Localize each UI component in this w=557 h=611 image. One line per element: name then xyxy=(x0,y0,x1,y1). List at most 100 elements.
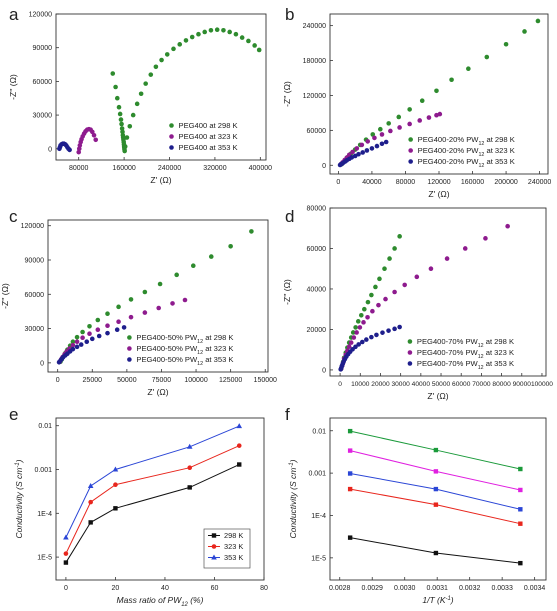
panel-c-series-2-point xyxy=(70,346,76,352)
panel-f-frame xyxy=(329,417,547,581)
panel-e-series-2-point xyxy=(112,466,119,472)
panel-b-series-2-point xyxy=(360,150,366,155)
panel-f-series-1-point xyxy=(347,448,353,453)
panel-c-series-1-point xyxy=(116,319,121,325)
panel-b-x-tick-label: 160000 xyxy=(461,179,484,186)
panel-f-series-2-point xyxy=(433,486,439,492)
panel-c-series-2-point xyxy=(84,339,90,345)
panel-a-series-0-point xyxy=(116,104,122,110)
panel-d-x-tick-label: 70000 xyxy=(472,381,491,388)
panel-d-x-tick-label: 40000 xyxy=(412,381,431,388)
panel-c-series-1-point xyxy=(142,310,148,315)
panel-c-x-tick-label: 75000 xyxy=(152,377,172,384)
panel-c-series-1-point xyxy=(87,331,92,337)
panel-a-legend-label: PEG400 at 353 K xyxy=(179,143,238,152)
panel-e-series-1-point xyxy=(236,443,242,448)
panel-a-legend-label: PEG400 at 323 K xyxy=(179,132,238,141)
panel-c-series-0-point xyxy=(142,289,148,295)
panel-f-x-tick-label: 0.0032 xyxy=(459,585,481,592)
panel-f-x-tick-label: 0.0034 xyxy=(524,585,546,592)
panel-e-x-tick-label: 60 xyxy=(211,585,219,592)
panel-d-x-tick-label: 0 xyxy=(338,381,342,388)
panel-c-series-2-point xyxy=(78,342,84,347)
panel-c-series-2-point xyxy=(74,344,80,350)
panel-d-series-0-point xyxy=(369,292,374,298)
panel-c-series-0-point xyxy=(95,317,101,323)
panel-b-series-1-point xyxy=(437,111,443,117)
panel-c-series-1-point xyxy=(128,314,134,320)
panel-a-series-0-point xyxy=(153,64,159,70)
panel-b-x-tick-label: 80000 xyxy=(396,179,416,186)
panel-letter-b: b xyxy=(285,5,294,24)
panel-d-series-2-point xyxy=(364,337,369,342)
panel-e-legend-label: 353 K xyxy=(224,553,243,562)
panel-f-x-tick-label: 0.0031 xyxy=(426,585,448,592)
panel-c-x-tick-label: 150000 xyxy=(254,377,277,384)
panel-e-legend-marker xyxy=(211,533,217,538)
panel-a-series-0-point xyxy=(239,35,245,40)
panel-a-x-tick-label: 240000 xyxy=(158,165,181,172)
panel-e-series-0-point xyxy=(113,506,118,511)
panel-b-series-0-point xyxy=(396,114,402,120)
panel-a-series-0-point xyxy=(119,121,124,127)
panel-b-series-1-point xyxy=(417,118,423,123)
panel-a-series-0-point xyxy=(114,95,120,101)
panel-d-series-1-point xyxy=(354,330,359,335)
panel-b-x-tick-label: 200000 xyxy=(494,179,517,186)
panel-d-x-tick-label: 60000 xyxy=(452,381,471,388)
panel-d-series-0-point xyxy=(358,312,364,318)
panel-c-x-tick-label: 25000 xyxy=(83,377,103,384)
panel-a-series-0-point xyxy=(221,27,226,33)
panel-f-series-0-point xyxy=(518,466,523,472)
panel-e-y-tick-label: 1E-4 xyxy=(37,511,52,518)
panel-c-series-0-point xyxy=(208,254,214,259)
panel-e-series-0-point xyxy=(237,462,242,467)
panel-a-series-0-point xyxy=(164,52,170,57)
panel-d-y-tick-label: 80000 xyxy=(307,206,327,213)
panel-b-series-0-point xyxy=(434,88,439,94)
panel-c-series-0-point xyxy=(74,334,80,340)
panel-f-x-tick-label: 0.0028 xyxy=(329,585,351,592)
panel-d-x-tick-label: 80000 xyxy=(492,381,511,388)
panel-d-series-0-point xyxy=(373,284,378,290)
panel-c-series-0-point xyxy=(116,304,121,310)
panel-d-series-2-point xyxy=(359,339,365,345)
panel-c-x-tick-label: 0 xyxy=(56,377,60,384)
panel-d-series-2-point xyxy=(380,330,385,335)
panel-d-series-1-point xyxy=(505,223,510,229)
panel-a-x-tick-label: 80000 xyxy=(69,165,89,172)
panel-a-series-0-point xyxy=(134,101,140,107)
panel-f-series-1-point xyxy=(433,469,439,474)
panel-a-series-0-point xyxy=(183,38,189,43)
panel-e-series-2-point xyxy=(63,534,69,540)
panel-e-series-2-point xyxy=(87,483,94,489)
panel-c-legend-marker xyxy=(127,357,132,362)
panel-a-series-1-point xyxy=(91,132,97,138)
panel-d-series-2-point xyxy=(386,328,391,333)
panel-e-series-1-point xyxy=(113,482,118,487)
panel-b-series-0-point xyxy=(535,18,541,24)
panel-c-y-tick-label: 120000 xyxy=(21,223,44,230)
panel-d-series-0-point xyxy=(353,325,358,330)
panel-e-series-1-point xyxy=(63,551,69,556)
panel-d-series-1-point xyxy=(365,315,370,320)
panel-a-series-0-point xyxy=(208,27,214,33)
panel-b-y-axis-label: -Z'' (Ω) xyxy=(282,81,292,107)
panel-c-series-0-point xyxy=(190,263,196,269)
panel-c-series-0-point xyxy=(174,272,179,278)
panel-a-series-0-point xyxy=(214,27,220,33)
panel-c-series-1-point xyxy=(156,305,161,311)
panel-d-series-2-point xyxy=(369,334,374,340)
panel-d-series-0-point xyxy=(397,234,402,239)
panel-a-series-0-point xyxy=(118,117,124,122)
panel-c-y-axis-label: -Z'' (Ω) xyxy=(0,283,10,309)
panel-d-series-1-point xyxy=(402,282,407,288)
panel-d-x-tick-label: 50000 xyxy=(432,381,451,388)
panel-c-series-0-point xyxy=(157,281,163,287)
panel-a-y-tick-label: 60000 xyxy=(33,79,53,86)
panel-d-series-1-point xyxy=(357,325,363,330)
panel-b-y-tick-label: 0 xyxy=(322,163,326,170)
panel-d-series-1-point xyxy=(383,296,388,302)
panel-b-y-tick-label: 120000 xyxy=(303,93,326,100)
panel-d-x-tick-label: 20000 xyxy=(371,381,390,388)
